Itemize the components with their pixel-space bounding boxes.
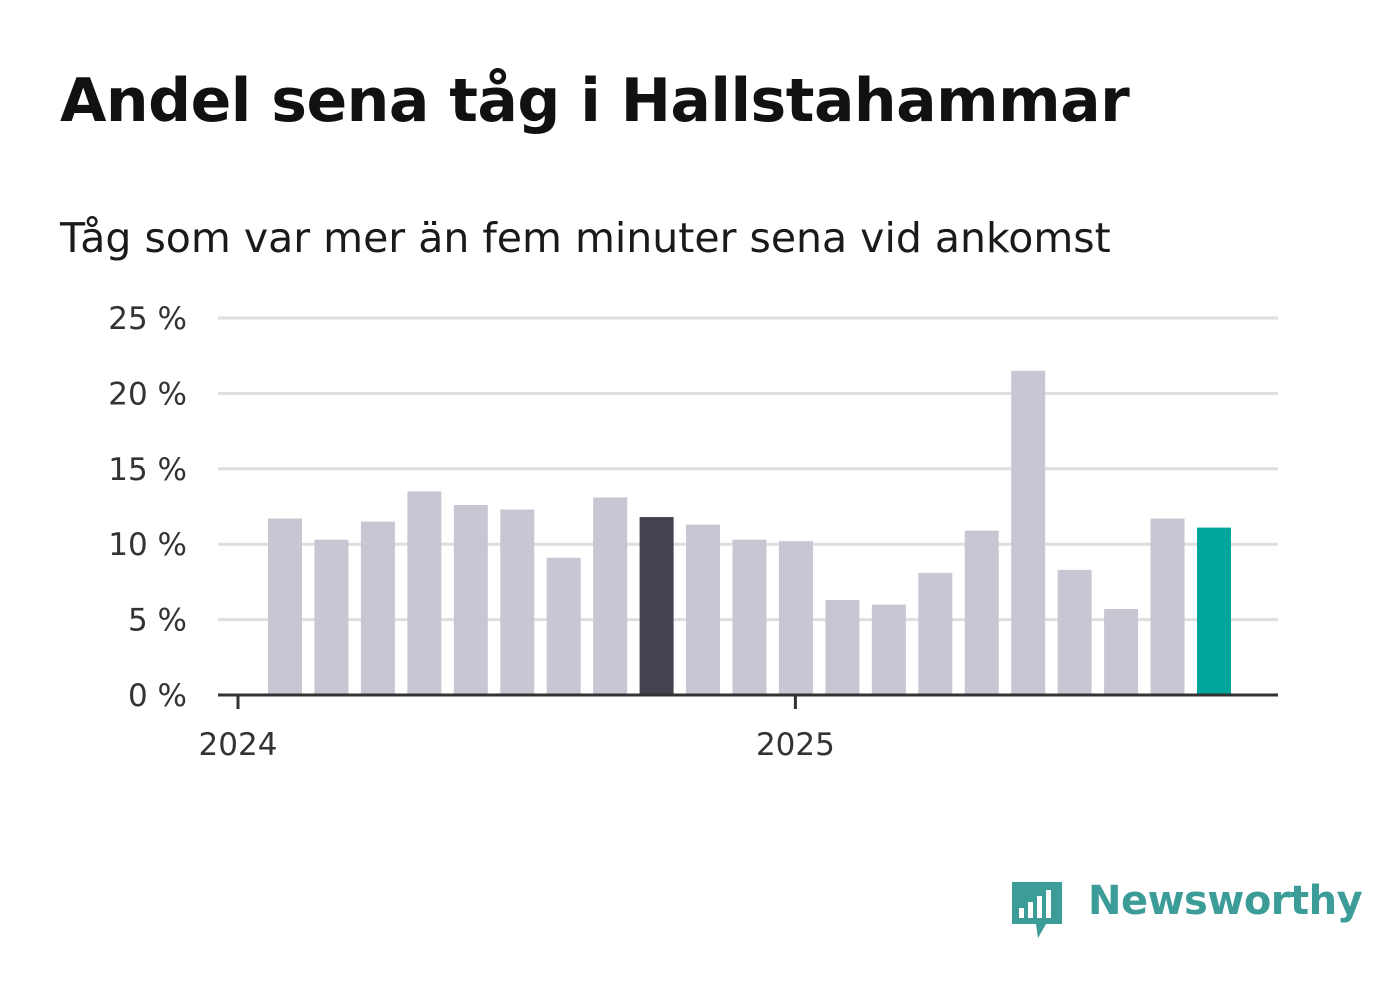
bar: [686, 524, 721, 695]
bar: [778, 541, 813, 695]
bar: [1011, 370, 1046, 695]
y-tick-label: 15 %: [108, 452, 187, 488]
bar: [639, 517, 674, 695]
bars: [268, 370, 1231, 695]
bar: [732, 539, 767, 695]
bar: [546, 557, 581, 695]
y-tick-label: 5 %: [128, 603, 187, 639]
x-tick-label: 2025: [756, 727, 835, 763]
chart-title: Andel sena tåg i Hallstahammar: [60, 66, 1130, 136]
x-tick-label: 2024: [199, 727, 278, 763]
bar: [314, 539, 349, 695]
bar: [871, 604, 906, 695]
newsworthy-logo: Newsworthy: [1010, 878, 1363, 942]
bar: [407, 491, 442, 695]
bar: [918, 572, 953, 695]
bar: [360, 521, 395, 695]
chart-subtitle: Tåg som var mer än fem minuter sena vid …: [60, 214, 1111, 262]
bar: [1197, 527, 1231, 695]
bar: [1150, 518, 1185, 695]
y-tick-label: 10 %: [108, 527, 187, 563]
y-tick-label: 25 %: [108, 301, 187, 337]
bar: [964, 530, 999, 695]
bar: [1104, 609, 1139, 695]
logo-text: Newsworthy: [1088, 878, 1363, 924]
y-tick-label: 20 %: [108, 376, 187, 412]
bar: [593, 497, 628, 695]
bar: [1057, 569, 1092, 695]
x-axis: 2024 2025: [199, 693, 1278, 763]
bar: [268, 518, 302, 695]
newsworthy-logo-icon: [1012, 882, 1062, 938]
bar: [500, 509, 535, 695]
bar: [453, 504, 488, 695]
y-tick-label: 0 %: [128, 678, 187, 714]
bar: [825, 599, 860, 695]
y-axis-ticks: 0 % 5 % 10 % 15 % 20 % 25 %: [108, 301, 187, 714]
